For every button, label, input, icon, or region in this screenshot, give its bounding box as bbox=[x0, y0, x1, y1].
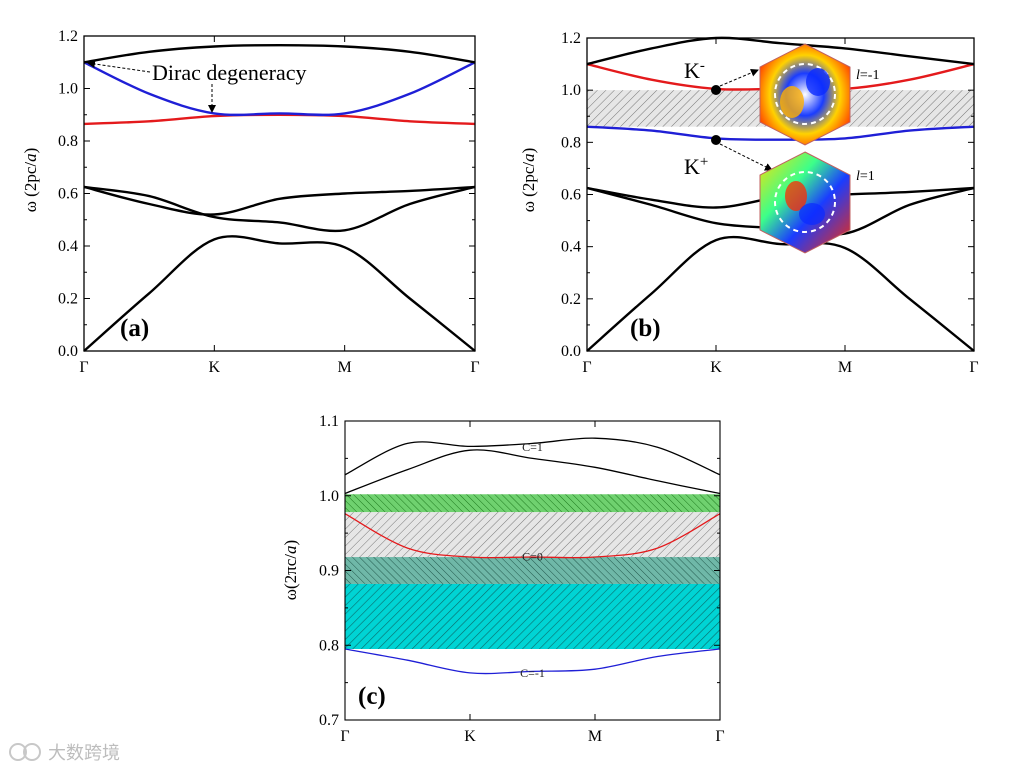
y-tick-label: 0.0 bbox=[561, 343, 581, 360]
y-tick-label: 0.7 bbox=[319, 712, 339, 729]
y-tick-label: 0.4 bbox=[561, 239, 581, 256]
bandgap-cyan bbox=[345, 583, 720, 649]
panel-a: 0.0 0.2 0.4 0.6 0.8 1.0 1.2 Γ K M Γ ω (2pc/a) (a)… bbox=[21, 28, 480, 376]
series-band5 bbox=[83, 61, 476, 117]
panel-c-y-axis-label: ω(2πc/a) bbox=[281, 540, 300, 600]
k-plus-label: K+ bbox=[684, 154, 708, 179]
bandgap-green bbox=[345, 494, 720, 513]
y-tick-label: 0.6 bbox=[58, 186, 78, 203]
field-inset-upper bbox=[759, 43, 851, 146]
y-tick-label: 0.2 bbox=[561, 291, 581, 308]
bandgap-teal bbox=[345, 557, 720, 584]
series-band1 bbox=[586, 235, 975, 352]
x-tick-label: Γ bbox=[470, 359, 479, 376]
x-tick-label: Γ bbox=[715, 728, 724, 745]
series-band_mid bbox=[344, 513, 721, 559]
k-minus-arrow bbox=[719, 69, 759, 87]
l-plus-label: l=1 bbox=[856, 169, 875, 184]
series-band4 bbox=[586, 125, 975, 141]
panel-c: 0.7 0.8 0.9 1.0 1.1 Γ K M Γ C=1 C=0 C=-1 ω(2πc/a)… bbox=[281, 413, 725, 745]
series-band_up1 bbox=[344, 449, 721, 495]
k-minus-point bbox=[711, 85, 721, 95]
x-tick-label: K bbox=[710, 359, 722, 376]
y-tick-label: 0.8 bbox=[58, 133, 78, 150]
panel-c-y-tick-labels: 0.7 0.8 0.9 1.0 1.1 bbox=[319, 413, 339, 729]
x-tick-label: K bbox=[464, 728, 476, 745]
y-tick-label: 1.0 bbox=[561, 82, 581, 99]
y-tick-label: 0.9 bbox=[319, 563, 339, 580]
panel-b-frame bbox=[586, 37, 975, 352]
panel-c-label: (c) bbox=[358, 683, 386, 710]
panel-a-y-axis-label: ω (2pc/a) bbox=[21, 148, 40, 213]
y-tick-label: 0.4 bbox=[58, 238, 78, 255]
panel-c-series bbox=[344, 437, 721, 675]
k-plus-point bbox=[711, 135, 721, 145]
k-plus-arrow bbox=[719, 143, 773, 171]
dirac-degeneracy-annotation: Dirac degeneracy bbox=[152, 60, 307, 85]
panel-b-y-axis-label: ω (2pc/a) bbox=[519, 148, 538, 213]
series-band2 bbox=[83, 185, 476, 233]
x-tick-label: M bbox=[338, 359, 352, 376]
y-tick-label: 0.2 bbox=[58, 291, 78, 308]
y-tick-label: 1.1 bbox=[319, 413, 339, 430]
watermark-logo-icon bbox=[9, 743, 27, 761]
panel-b-y-tick-labels: 0.0 0.2 0.4 0.6 0.8 1.0 1.2 bbox=[561, 30, 581, 360]
chern-number-label: C=1 bbox=[522, 440, 543, 454]
panel-a-label: (a) bbox=[120, 315, 149, 342]
watermark: 大数跨境 bbox=[9, 743, 120, 764]
y-tick-label: 0.0 bbox=[58, 343, 78, 360]
y-tick-label: 1.0 bbox=[58, 81, 78, 98]
x-tick-label: K bbox=[209, 359, 221, 376]
panel-a-frame bbox=[83, 35, 476, 352]
dirac-arrow-gamma bbox=[87, 60, 151, 73]
panel-c-bandgaps bbox=[345, 494, 720, 649]
y-tick-label: 1.0 bbox=[319, 488, 339, 505]
y-tick-label: 1.2 bbox=[561, 30, 581, 47]
panel-c-chern-labels: C=1 C=0 C=-1 bbox=[520, 440, 545, 680]
y-tick-label: 0.8 bbox=[319, 637, 339, 654]
series-band6 bbox=[83, 43, 476, 64]
x-tick-label: Γ bbox=[340, 728, 349, 745]
panel-c-frame bbox=[344, 420, 721, 721]
series-band6 bbox=[586, 36, 975, 66]
x-tick-label: M bbox=[588, 728, 602, 745]
chern-number-label: C=0 bbox=[522, 549, 543, 563]
series-band4 bbox=[83, 113, 476, 126]
panel-b-label: (b) bbox=[630, 315, 661, 342]
y-tick-label: 0.6 bbox=[561, 187, 581, 204]
y-tick-label: 1.2 bbox=[58, 28, 78, 45]
chern-number-label: C=-1 bbox=[520, 666, 545, 680]
series-band_low bbox=[344, 648, 721, 675]
panel-b: 0.0 0.2 0.4 0.6 0.8 1.0 1.2 Γ K M Γ ω (2pc/a) (b)… bbox=[519, 30, 979, 376]
bandgap-gray bbox=[345, 512, 720, 558]
panel-a-y-tick-labels: 0.0 0.2 0.4 0.6 0.8 1.0 1.2 bbox=[58, 28, 78, 360]
series-band_up2 bbox=[344, 437, 721, 476]
k-minus-label: K- bbox=[684, 58, 705, 83]
x-tick-label: Γ bbox=[582, 359, 591, 376]
panel-a-series bbox=[83, 43, 476, 352]
field-inset-lower bbox=[759, 151, 851, 254]
x-tick-label: Γ bbox=[969, 359, 978, 376]
series-band1 bbox=[83, 235, 476, 352]
x-tick-label: Γ bbox=[79, 359, 88, 376]
series-band3 bbox=[83, 185, 476, 216]
x-tick-label: M bbox=[838, 359, 852, 376]
l-minus-label: l=-1 bbox=[856, 68, 879, 83]
y-tick-label: 0.8 bbox=[561, 134, 581, 151]
watermark-text: 大数跨境 bbox=[48, 743, 120, 764]
